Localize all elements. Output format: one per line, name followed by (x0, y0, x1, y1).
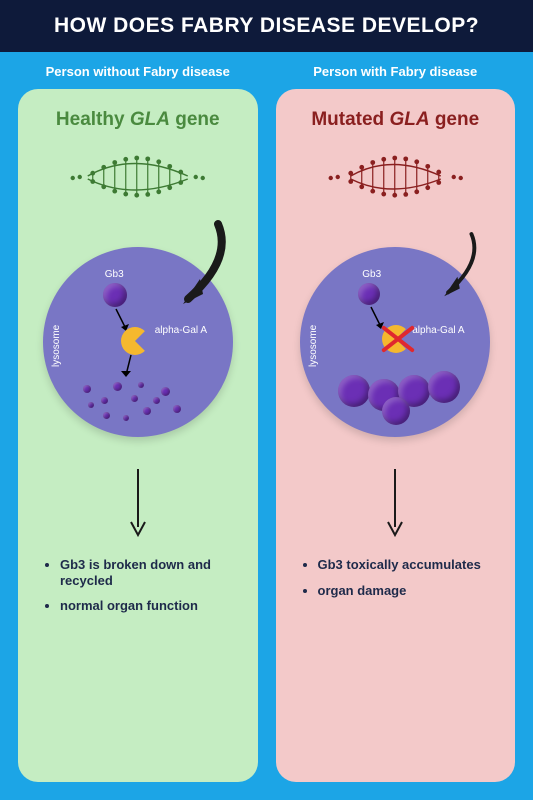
gb3-label: Gb3 (105, 269, 124, 280)
alpha-label: alpha-Gal A (155, 325, 207, 336)
blocked-x-icon (380, 321, 416, 357)
mutated-header: Person with Fabry disease (276, 64, 516, 79)
title-bar: HOW DOES FABRY DISEASE DEVELOP? (0, 0, 533, 52)
healthy-column: Person without Fabry disease Healthy GLA… (18, 64, 258, 782)
mutated-panel: Mutated GLA gene lysosome (276, 89, 516, 782)
mutated-gene-title: Mutated GLA gene (311, 109, 479, 131)
mutated-dna-icon (290, 141, 502, 201)
inner-arrow2-icon (121, 353, 151, 383)
result-item: Gb3 toxically accumulates (318, 557, 481, 573)
result-item: Gb3 is broken down and recycled (60, 557, 244, 588)
down-arrow-icon (128, 467, 148, 537)
gene-to-cell-arrow-icon (148, 219, 238, 319)
healthy-panel: Healthy GLA gene lysosome (18, 89, 258, 782)
result-item: normal organ function (60, 598, 244, 614)
result-item: organ damage (318, 583, 481, 599)
healthy-gene-title: Healthy GLA gene (56, 109, 220, 131)
down-arrow-icon (385, 467, 405, 537)
healthy-results: Gb3 is broken down and recycled normal o… (32, 557, 244, 624)
mutated-results: Gb3 toxically accumulates organ damage (290, 557, 481, 608)
gb3-label: Gb3 (362, 269, 381, 280)
gb3-sphere-icon (358, 283, 380, 305)
lysosome-label: lysosome (51, 325, 62, 367)
healthy-header: Person without Fabry disease (18, 64, 258, 79)
body-area: Person without Fabry disease Healthy GLA… (0, 52, 533, 800)
gb3-sphere-icon (103, 283, 127, 307)
alpha-label: alpha-Gal A (412, 325, 464, 336)
healthy-dna-icon (32, 141, 244, 201)
mutated-column: Person with Fabry disease Mutated GLA ge… (276, 64, 516, 782)
gene-to-cell-arrow-icon (417, 229, 487, 309)
infographic-container: HOW DOES FABRY DISEASE DEVELOP? Person w… (0, 0, 533, 800)
lysosome-label: lysosome (308, 325, 319, 367)
pacman-enzyme-icon (121, 327, 149, 355)
